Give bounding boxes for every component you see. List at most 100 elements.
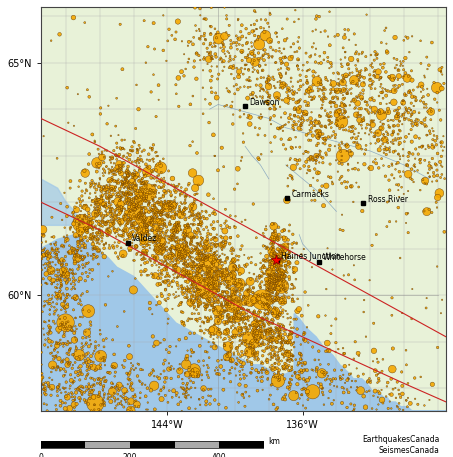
Point [140, 179, 147, 186]
Point [272, 29, 280, 37]
Point [265, 83, 272, 90]
Point [89, 255, 96, 263]
Point [124, 172, 131, 179]
Point [354, 93, 361, 100]
Point [127, 216, 134, 223]
Point [351, 405, 358, 413]
Point [238, 324, 245, 332]
Point [99, 387, 106, 394]
Point [278, 330, 285, 338]
Point [188, 233, 195, 240]
Point [265, 303, 273, 310]
Point [201, 252, 208, 259]
Point [330, 69, 337, 77]
Point [207, 302, 215, 309]
Point [189, 201, 196, 208]
Point [233, 308, 241, 316]
Point [283, 252, 290, 260]
Point [286, 383, 294, 390]
Point [248, 39, 255, 46]
Point [69, 351, 77, 358]
Point [349, 78, 357, 85]
Point [82, 260, 90, 267]
Point [438, 143, 445, 150]
Point [227, 340, 235, 347]
Point [105, 228, 112, 235]
Point [194, 190, 201, 197]
Point [106, 192, 113, 200]
Point [86, 234, 93, 242]
Point [44, 267, 52, 274]
Point [409, 176, 416, 183]
Point [78, 220, 85, 227]
Point [256, 334, 264, 341]
Point [63, 294, 71, 301]
Point [222, 53, 230, 60]
Point [233, 298, 241, 306]
Point [182, 216, 189, 223]
Point [300, 150, 307, 157]
Point [96, 175, 104, 182]
Point [111, 170, 118, 177]
Point [168, 208, 175, 216]
Point [180, 207, 188, 214]
Point [118, 188, 125, 196]
Point [49, 258, 56, 266]
Point [113, 190, 120, 197]
Point [279, 25, 286, 32]
Point [395, 82, 403, 90]
Point [392, 137, 400, 144]
Point [256, 87, 264, 95]
Point [238, 64, 245, 72]
Point [272, 281, 279, 288]
Point [390, 148, 397, 155]
Point [119, 181, 126, 188]
Point [197, 323, 204, 330]
Point [343, 141, 351, 148]
Point [274, 357, 281, 364]
Point [136, 144, 144, 152]
Point [251, 338, 258, 345]
Point [151, 181, 158, 189]
Point [369, 80, 376, 88]
Point [396, 127, 404, 134]
Point [61, 304, 68, 312]
Point [186, 375, 193, 382]
Point [147, 221, 154, 228]
Point [71, 396, 78, 404]
Point [280, 246, 287, 253]
Point [182, 387, 189, 394]
Point [308, 109, 315, 116]
Point [220, 273, 227, 280]
Point [269, 272, 276, 279]
Point [74, 241, 82, 248]
Point [116, 207, 123, 215]
Point [95, 260, 102, 268]
Point [110, 223, 117, 230]
Point [205, 392, 212, 399]
Point [316, 151, 323, 158]
Point [273, 324, 280, 332]
Point [203, 278, 211, 285]
Point [285, 348, 292, 356]
Point [347, 153, 355, 160]
Point [61, 298, 68, 305]
Point [202, 306, 209, 314]
Point [176, 208, 183, 216]
Point [153, 162, 160, 169]
Point [282, 348, 289, 356]
Point [273, 275, 280, 282]
Point [171, 208, 178, 216]
Point [291, 112, 298, 119]
Point [337, 148, 344, 155]
Point [312, 160, 319, 167]
Point [145, 198, 153, 205]
Point [131, 184, 139, 191]
Point [169, 235, 176, 243]
Point [370, 319, 377, 327]
Point [68, 365, 76, 372]
Point [194, 266, 202, 273]
Point [423, 132, 430, 139]
Point [124, 388, 131, 395]
Point [94, 205, 101, 213]
